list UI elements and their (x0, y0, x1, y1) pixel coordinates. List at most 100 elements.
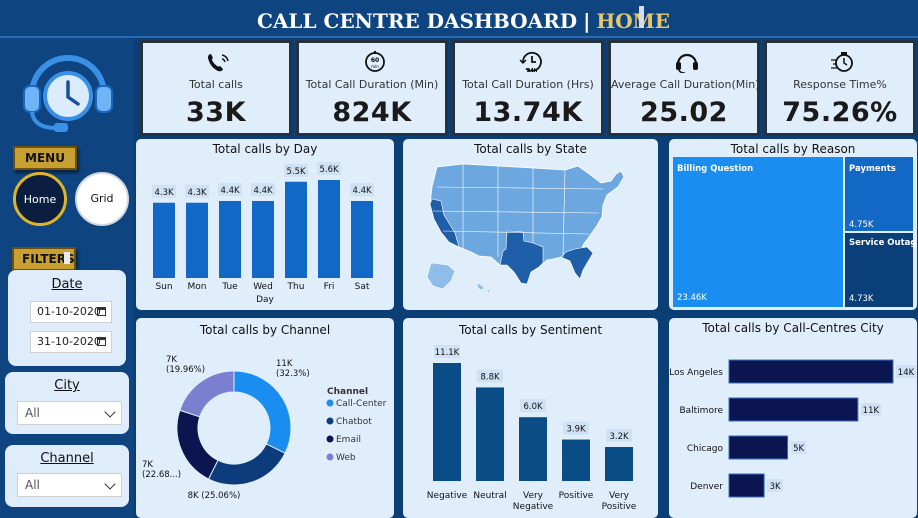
data-label: 3K (770, 482, 781, 492)
treemap-cell (673, 157, 843, 307)
bar (433, 363, 461, 481)
calls-by-channel-donut: 11K(32.3%)8K (25.06%)7K(22.68...)7K(19.9… (142, 355, 387, 501)
legend-swatch (326, 453, 334, 461)
kpi-total-call-duration-min: 60 min Total Call Duration (Min) 824K (296, 40, 448, 136)
data-label: (19.96%) (166, 365, 205, 375)
data-label-bg (860, 403, 881, 416)
kpi-label: Total Call Duration (Min) (305, 78, 439, 91)
treemap-value: 4.75K (849, 220, 874, 230)
svg-text:min: min (371, 64, 379, 69)
legend-item: Call-Center (336, 399, 387, 409)
donut-slice (207, 443, 286, 486)
bar (728, 359, 894, 384)
kpi-value: 824K (332, 97, 412, 128)
channel-filter-title: Channel (40, 451, 94, 466)
channel-filter-card: Channel All (5, 445, 129, 507)
kpi-value: 25.02 (640, 97, 728, 128)
kpi-total-calls: Total calls 33K (140, 40, 292, 136)
kpi-label: Total Call Duration (Hrs) (462, 78, 594, 91)
x-tick-label: Fri (324, 282, 335, 292)
data-label-bg (790, 441, 807, 454)
kpi-label: Average Call Duration(Min) (611, 78, 760, 91)
calendar-icon[interactable] (97, 337, 106, 346)
filters-button[interactable]: FILTERS (12, 247, 76, 271)
data-label-bg (477, 369, 503, 383)
data-label-bg (563, 421, 589, 435)
date-filter-title: Date (51, 277, 83, 292)
title-marker (639, 6, 644, 28)
data-label-bg (317, 162, 341, 175)
data-label: 3.2K (609, 432, 629, 442)
stopwatch-icon (831, 52, 853, 72)
top-bar: CALL CENTRE DASHBOARD | HOME (0, 0, 918, 38)
data-label: 4.4K (220, 186, 240, 196)
x-axis-label: Day (256, 295, 274, 305)
start-date-value: 01-10-2020 (37, 305, 101, 318)
calls-by-day-card: Total calls by Day 4.3K Sun 4.3K Mon 4.4K Tue… (136, 139, 394, 310)
usa-map[interactable] (403, 139, 658, 310)
bar (153, 202, 175, 278)
menu-button[interactable]: MENU (13, 146, 77, 170)
treemap-category: Billing Question (677, 164, 753, 174)
start-date-input[interactable]: 01-10-2020 (30, 301, 112, 323)
data-label-bg (251, 183, 275, 196)
end-date-value: 31-10-2020 (37, 335, 101, 348)
chevron-down-icon (104, 406, 116, 418)
legend-swatch (326, 435, 334, 443)
calls-by-day-chart: 4.3K Sun 4.3K Mon 4.4K Tue 4.4K Wed 5.5K Thu 5.6K F… (152, 162, 374, 305)
data-label-bg (152, 184, 176, 198)
calls-by-city-chart: Los Angeles 14K Baltimore 11K Chicago 5K Denve… (669, 359, 916, 498)
bar (476, 387, 504, 481)
calls-by-reason-card: Total calls by Reason Billing Question 23… (669, 139, 917, 310)
donut-slice (233, 370, 292, 454)
x-tick-label: Positive (602, 502, 637, 512)
end-date-input[interactable]: 31-10-2020 (30, 331, 112, 353)
chart-title: Total calls by Sentiment (458, 323, 603, 337)
city-filter-title: City (54, 378, 80, 393)
kpi-value: 13.74K (473, 97, 583, 128)
bar (318, 180, 340, 278)
city-select[interactable]: All (17, 401, 122, 425)
calls-by-channel-card: Total calls by Channel 11K (32.3%) 8K (25.… (136, 318, 394, 518)
legend-swatch (326, 399, 334, 407)
donut-slice (176, 409, 219, 480)
x-tick-label: Wed (253, 282, 273, 292)
data-label-bg (520, 399, 546, 413)
data-label-bg (218, 183, 242, 196)
calendar-icon[interactable] (97, 307, 106, 316)
home-button[interactable]: Home (13, 172, 67, 226)
treemap-category: Payments (849, 164, 896, 174)
legend-item: Chatbot (336, 417, 372, 427)
treemap-cell (845, 157, 913, 231)
x-tick-label: Tue (221, 282, 238, 292)
x-tick-label: Negative (427, 491, 468, 501)
bar (519, 417, 547, 481)
bar (351, 201, 373, 278)
grid-button[interactable]: Grid (75, 172, 129, 226)
filters-marker (64, 252, 70, 264)
bar (285, 181, 307, 278)
x-tick-label: Mon (188, 282, 207, 292)
data-label: 11K (276, 359, 293, 369)
x-tick-label: Thu (287, 282, 305, 292)
x-tick-label: Neutral (473, 491, 506, 501)
data-label: 8K (25.06%) (188, 491, 241, 501)
channel-select-value: All (25, 478, 40, 492)
data-label: 7K (142, 460, 153, 470)
treemap-category: Service Outage (849, 238, 917, 248)
data-label: 7K (166, 355, 177, 365)
svg-text:60: 60 (371, 57, 379, 64)
x-tick-label: Very (609, 491, 630, 501)
channel-select[interactable]: All (17, 473, 122, 497)
chart-title: Total calls by Call-Centres City (702, 321, 884, 335)
data-label: (32.3%) (276, 369, 310, 379)
x-tick-label: Negative (513, 502, 554, 512)
data-label: 5.5K (286, 167, 306, 177)
data-label-bg (284, 163, 308, 177)
data-label: 5K (793, 444, 804, 454)
legend-item: Email (336, 435, 361, 445)
title-separator: | (583, 9, 591, 33)
data-label: 8.8K (480, 372, 500, 382)
donut-slice (179, 370, 235, 418)
